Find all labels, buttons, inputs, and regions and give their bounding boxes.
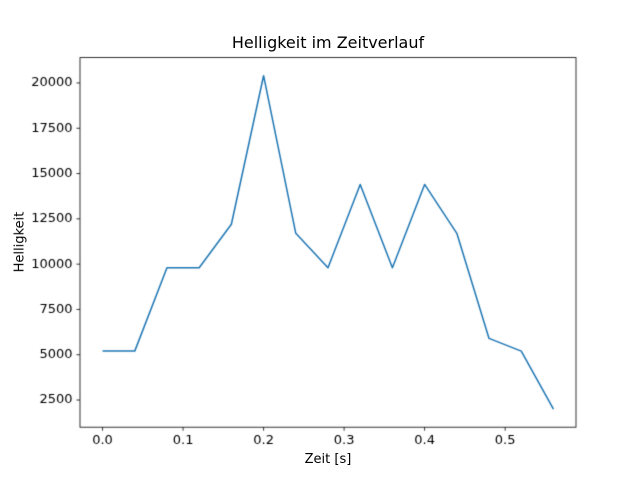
- y-axis-label: Helligkeit: [12, 211, 28, 273]
- x-axis-label: Zeit [s]: [304, 452, 352, 467]
- chart-title: Helligkeit im Zeitverlauf: [231, 33, 425, 52]
